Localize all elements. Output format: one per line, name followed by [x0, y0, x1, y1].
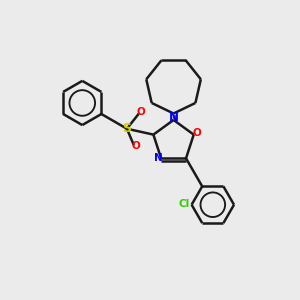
Text: O: O — [136, 107, 145, 117]
Text: O: O — [193, 128, 202, 138]
Text: N: N — [154, 153, 163, 163]
Text: S: S — [122, 122, 131, 135]
Text: O: O — [131, 141, 140, 152]
Text: N: N — [169, 111, 178, 124]
Text: Cl: Cl — [178, 199, 190, 209]
